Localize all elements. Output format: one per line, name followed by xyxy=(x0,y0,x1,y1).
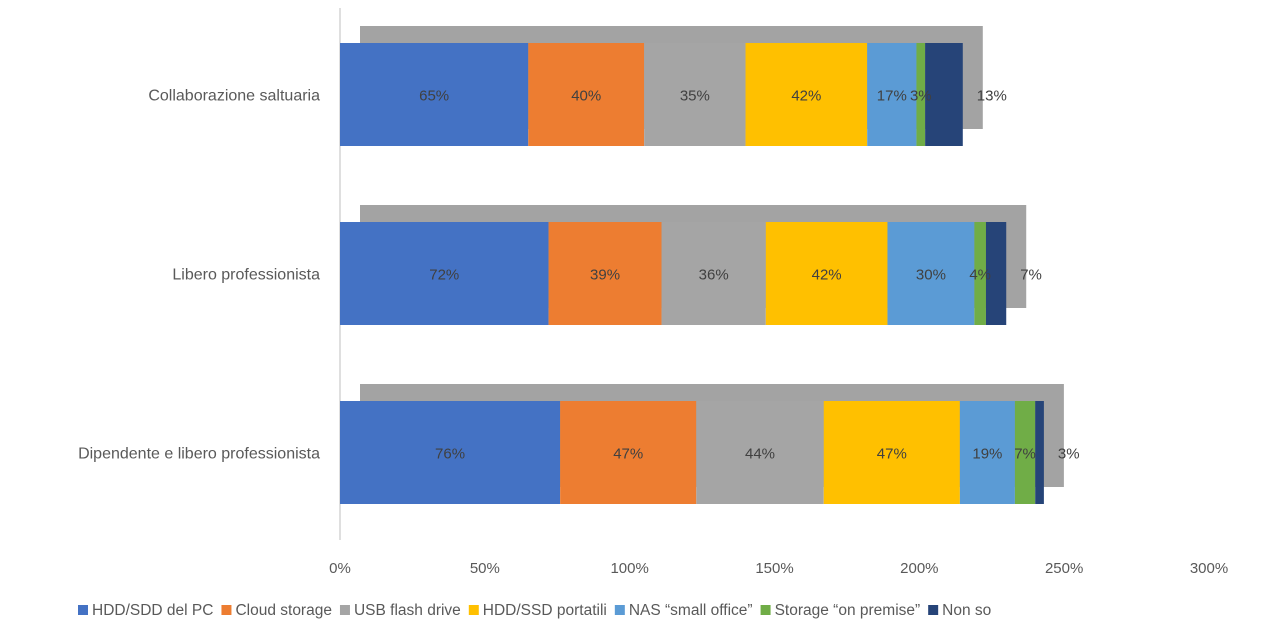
data-label: 19% xyxy=(972,446,1002,463)
bar-segment xyxy=(548,222,662,325)
bar-segment xyxy=(985,222,1007,325)
x-tick-label: 300% xyxy=(1190,560,1228,577)
bar-segment xyxy=(340,222,549,325)
data-label: 35% xyxy=(680,88,710,105)
legend-label: USB flash drive xyxy=(354,602,461,619)
data-label: 36% xyxy=(699,267,729,284)
data-label: 3% xyxy=(1058,446,1080,463)
data-label: 76% xyxy=(435,446,465,463)
data-label: 47% xyxy=(613,446,643,463)
bar-segment xyxy=(1035,401,1044,504)
legend-label: NAS “small office” xyxy=(629,602,753,619)
bar-segment xyxy=(528,43,645,146)
data-label: 4% xyxy=(969,267,991,284)
data-label: 44% xyxy=(745,446,775,463)
bar-segment xyxy=(1014,401,1036,504)
data-label: 7% xyxy=(1014,446,1036,463)
bar-segment xyxy=(925,43,963,146)
legend-swatch xyxy=(928,605,939,615)
legend-swatch xyxy=(78,605,88,615)
legend-swatch xyxy=(760,605,771,615)
bar-segment xyxy=(340,401,561,504)
bar-segment xyxy=(340,43,529,146)
x-tick-label: 100% xyxy=(610,560,648,577)
legend-swatch xyxy=(468,605,479,615)
bar-segment xyxy=(916,43,926,146)
legend-label: Non so xyxy=(942,602,991,619)
data-label: 17% xyxy=(877,88,907,105)
data-label: 30% xyxy=(916,267,946,284)
bar-segment xyxy=(974,222,986,325)
bar-segment xyxy=(765,222,888,325)
data-label: 47% xyxy=(877,446,907,463)
data-label: 72% xyxy=(429,267,459,284)
legend-label: Storage “on premise” xyxy=(775,602,921,619)
bar-segment xyxy=(745,43,868,146)
x-tick-label: 200% xyxy=(900,560,938,577)
data-label: 13% xyxy=(977,88,1007,105)
bar-segment xyxy=(887,222,975,325)
x-tick-label: 50% xyxy=(470,560,500,577)
x-tick-label: 150% xyxy=(755,560,793,577)
category-label: Collaborazione saltuaria xyxy=(148,88,320,105)
legend-label: HDD/SDD del PC xyxy=(92,602,213,619)
x-tick-label: 250% xyxy=(1045,560,1083,577)
bar-segment xyxy=(823,401,960,504)
data-label: 42% xyxy=(812,267,842,284)
bar-segment xyxy=(644,43,746,146)
legend-swatch xyxy=(221,605,232,615)
category-label: Dipendente e libero professionista xyxy=(78,446,320,463)
data-label: 3% xyxy=(910,88,932,105)
legend-swatch xyxy=(614,605,625,615)
legend-label: Cloud storage xyxy=(235,602,332,619)
bar-segment xyxy=(959,401,1015,504)
bar-segment xyxy=(696,401,824,504)
data-label: 65% xyxy=(419,88,449,105)
category-label: Libero professionista xyxy=(172,267,320,284)
bar-segment xyxy=(867,43,917,146)
x-tick-label: 0% xyxy=(329,560,351,577)
legend-label: HDD/SSD portatili xyxy=(483,602,607,619)
bar-segment xyxy=(560,401,697,504)
legend-swatch xyxy=(339,605,350,615)
data-label: 7% xyxy=(1020,267,1042,284)
data-label: 40% xyxy=(571,88,601,105)
data-label: 39% xyxy=(590,267,620,284)
data-label: 42% xyxy=(791,88,821,105)
bar-segment xyxy=(661,222,766,325)
